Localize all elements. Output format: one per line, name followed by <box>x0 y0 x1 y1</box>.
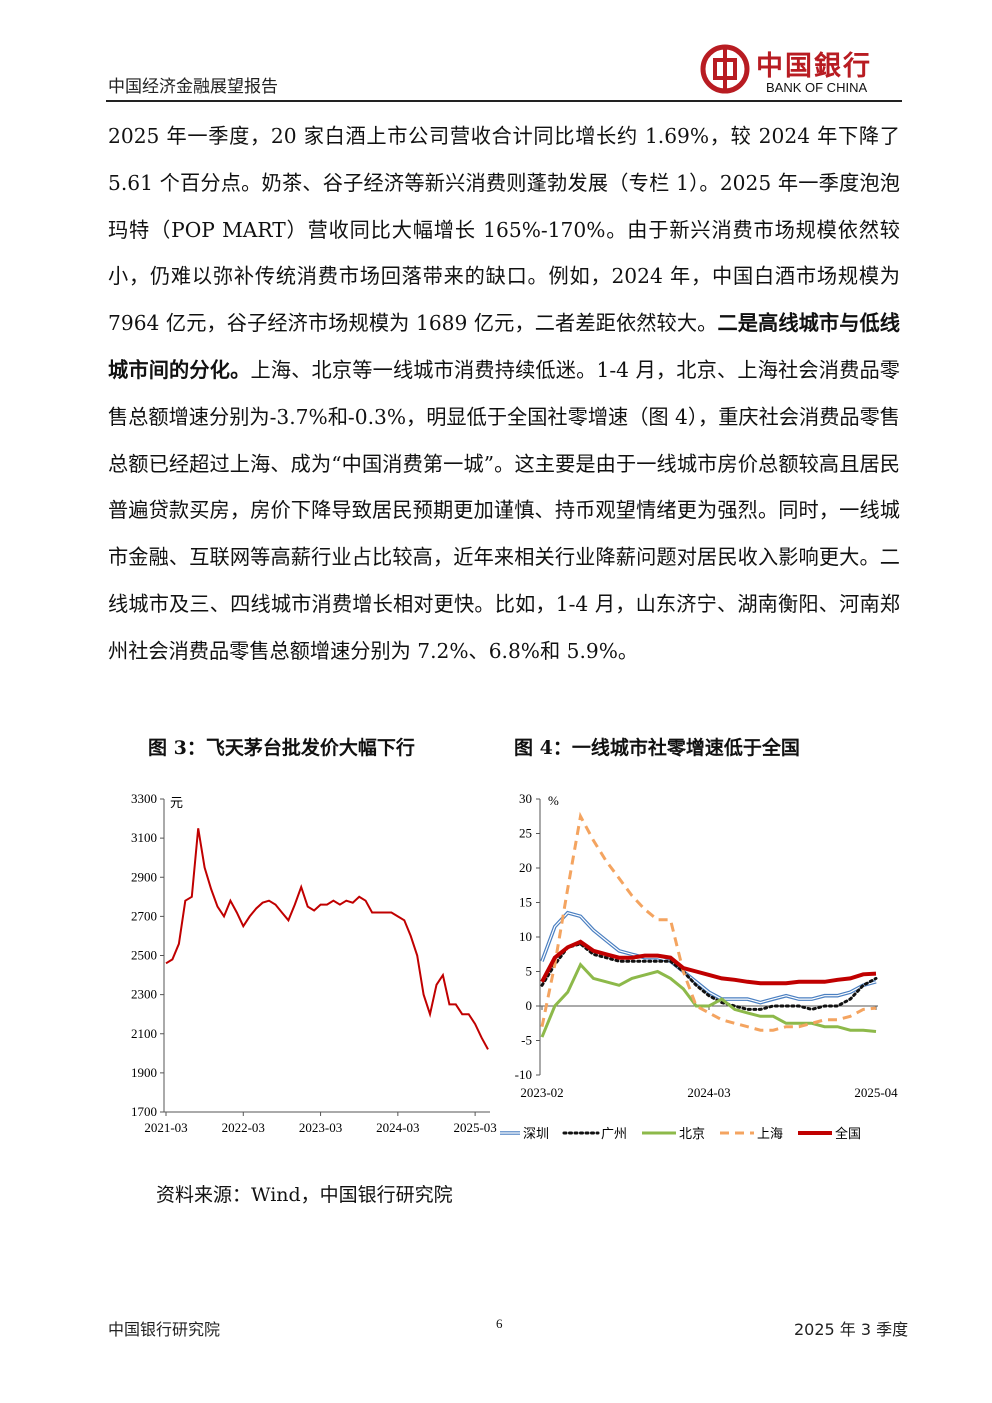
legend-label: 深圳 <box>523 1126 549 1141</box>
footer-institute: 中国银行研究院 <box>108 1320 221 1339</box>
chart4-y-tick-label: 15 <box>519 895 532 910</box>
series-line-inner-深圳 <box>541 912 877 1004</box>
chart4-y-tick-label: 0 <box>526 998 533 1013</box>
chart3-y-tick-label: 2300 <box>131 987 157 1002</box>
body-bold-heading: 二是高线城市与低线城市间的分化。 <box>108 311 900 382</box>
chart3-y-tick-label: 1900 <box>131 1065 157 1080</box>
legend-label: 广州 <box>601 1126 627 1141</box>
moutai-price-chart: 1700 1900 2100 2300 2500 2700 2900 3100 3300 2021… <box>131 791 497 1135</box>
legend-label: 北京 <box>679 1126 705 1141</box>
chart4-y-tick-label: -5 <box>521 1033 532 1048</box>
body-text-segment-2: 上海、北京等一线城市消费持续低迷。1-4 月，北京、上海社会消费品零售总额增速分… <box>108 357 900 663</box>
logo-english-text: BANK OF CHINA <box>766 80 868 95</box>
series-line-上海 <box>540 811 877 1032</box>
logo-chinese-text: 中国銀行 <box>756 51 872 82</box>
page-number: 6 <box>496 1316 503 1331</box>
legend-label: 上海 <box>757 1126 783 1141</box>
chart3-y-tick-label: 3300 <box>131 791 157 806</box>
chart4-y-tick-label: 30 <box>519 791 532 806</box>
chart4-y-tick-label: 10 <box>519 929 532 944</box>
moutai-price-line <box>165 828 489 1050</box>
figure-3-title: 图 3：飞天茅台批发价大幅下行 <box>148 737 415 759</box>
chart3-y-tick-label: 2900 <box>131 869 157 884</box>
chart3-x-tick-label: 2021-03 <box>144 1120 187 1135</box>
bank-of-china-emblem-icon <box>700 44 750 94</box>
chart3-x-tick-label: 2023-03 <box>299 1120 342 1135</box>
report-title: 中国经济金融展望报告 <box>108 77 278 97</box>
legend-label: 全国 <box>835 1126 861 1141</box>
chart3-unit-label: 元 <box>170 795 183 810</box>
series-line-深圳 <box>540 910 877 1005</box>
chart3-y-tick-label: 2700 <box>131 908 157 923</box>
series-line-北京 <box>540 961 877 1038</box>
chart3-y-tick-label: 1700 <box>131 1104 157 1119</box>
chart3-x-tick-label: 2024-03 <box>376 1120 419 1135</box>
chart3-x-tick-label: 2022-03 <box>222 1120 265 1135</box>
chart4-x-tick-label: 2023-02 <box>520 1085 563 1100</box>
chart4-y-tick-label: 20 <box>519 860 532 875</box>
chart4-y-tick-label: 5 <box>526 964 533 979</box>
series-line-广州 <box>540 942 878 1011</box>
chart3-y-tick-label: 2100 <box>131 1026 157 1041</box>
body-paragraph: 2025 年一季度，20 家白酒上市公司营收合计同比增长约 1.69%，较 20… <box>108 113 900 675</box>
bank-logo: 中国銀行 BANK OF CHINA <box>700 42 896 98</box>
chart4-x-tick-label: 2025-04 <box>854 1085 898 1100</box>
header-divider <box>106 100 902 102</box>
chart3-y-tick-label: 2500 <box>131 948 157 963</box>
chart4-x-tick-label: 2024-03 <box>687 1085 730 1100</box>
city-retail-growth-chart: -10 -5 0 5 10 15 20 25 30 2023-02 2024-03 2025-04 %… <box>500 791 898 1141</box>
figure-source-note: 资料来源：Wind，中国银行研究院 <box>156 1184 453 1206</box>
footer-period: 2025 年 3 季度 <box>794 1320 909 1339</box>
chart4-y-tick-label: -10 <box>515 1067 532 1082</box>
chart3-x-tick-label: 2025-03 <box>453 1120 496 1135</box>
series-line-全国 <box>540 939 877 986</box>
chart4-unit-label: % <box>548 793 559 808</box>
body-text-segment-1: 2025 年一季度，20 家白酒上市公司营收合计同比增长约 1.69%，较 20… <box>108 124 900 336</box>
chart4-y-tick-label: 25 <box>519 826 532 841</box>
figure-4-title: 图 4：一线城市社零增速低于全国 <box>514 737 800 759</box>
chart3-y-tick-label: 3100 <box>131 830 157 845</box>
